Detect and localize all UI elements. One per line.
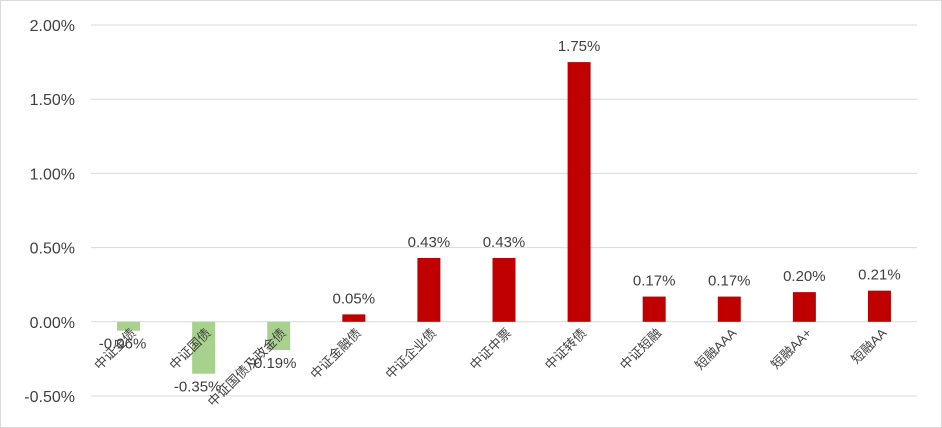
data-label: 0.43% <box>483 234 526 251</box>
data-label: 1.75% <box>558 38 601 55</box>
bar <box>792 292 816 322</box>
x-category-label: 中证金融债 <box>307 325 364 382</box>
y-axis-tick-labels: 2.00% 1.50% 1.00% 0.50% 0.00% -0.50% <box>24 18 75 406</box>
bar <box>192 321 216 374</box>
bar <box>342 314 366 322</box>
y-tick-label: -0.50% <box>24 389 75 406</box>
data-label: 0.17% <box>633 273 676 290</box>
data-label: -0.06% <box>99 336 147 353</box>
x-category-label: 中证企业债 <box>382 325 439 382</box>
x-category-label: 中证转债 <box>542 325 589 372</box>
bars <box>117 62 891 374</box>
data-label: 0.05% <box>333 290 376 307</box>
data-label: -0.19% <box>249 355 297 372</box>
bar <box>867 290 891 322</box>
x-category-label: 中证短融 <box>617 325 664 372</box>
y-tick-label: 0.50% <box>30 241 75 258</box>
data-label: 0.20% <box>783 268 826 285</box>
y-tick-label: 2.00% <box>30 18 75 35</box>
data-label: 0.43% <box>408 234 451 251</box>
x-category-label: 短融AA <box>848 325 889 366</box>
bar <box>642 296 666 322</box>
y-tick-label: 1.50% <box>30 92 75 109</box>
bar <box>492 257 516 322</box>
data-label: 0.17% <box>708 273 751 290</box>
x-category-label: 短融AA+ <box>768 325 815 372</box>
bar <box>417 257 441 322</box>
bar <box>717 296 741 322</box>
y-tick-label: 1.00% <box>30 166 75 183</box>
data-label: 0.21% <box>858 267 901 284</box>
data-labels: -0.06% -0.35% -0.19% 0.05% 0.43% 0.43% 1.75% 0.… <box>99 38 901 396</box>
data-label: -0.35% <box>174 379 222 396</box>
bar <box>567 62 591 322</box>
x-category-label: 中证中票 <box>467 325 514 372</box>
y-tick-label: 0.00% <box>30 315 75 332</box>
bar <box>267 321 291 350</box>
x-category-label: 短融AAA <box>692 325 740 373</box>
bar <box>117 321 141 331</box>
